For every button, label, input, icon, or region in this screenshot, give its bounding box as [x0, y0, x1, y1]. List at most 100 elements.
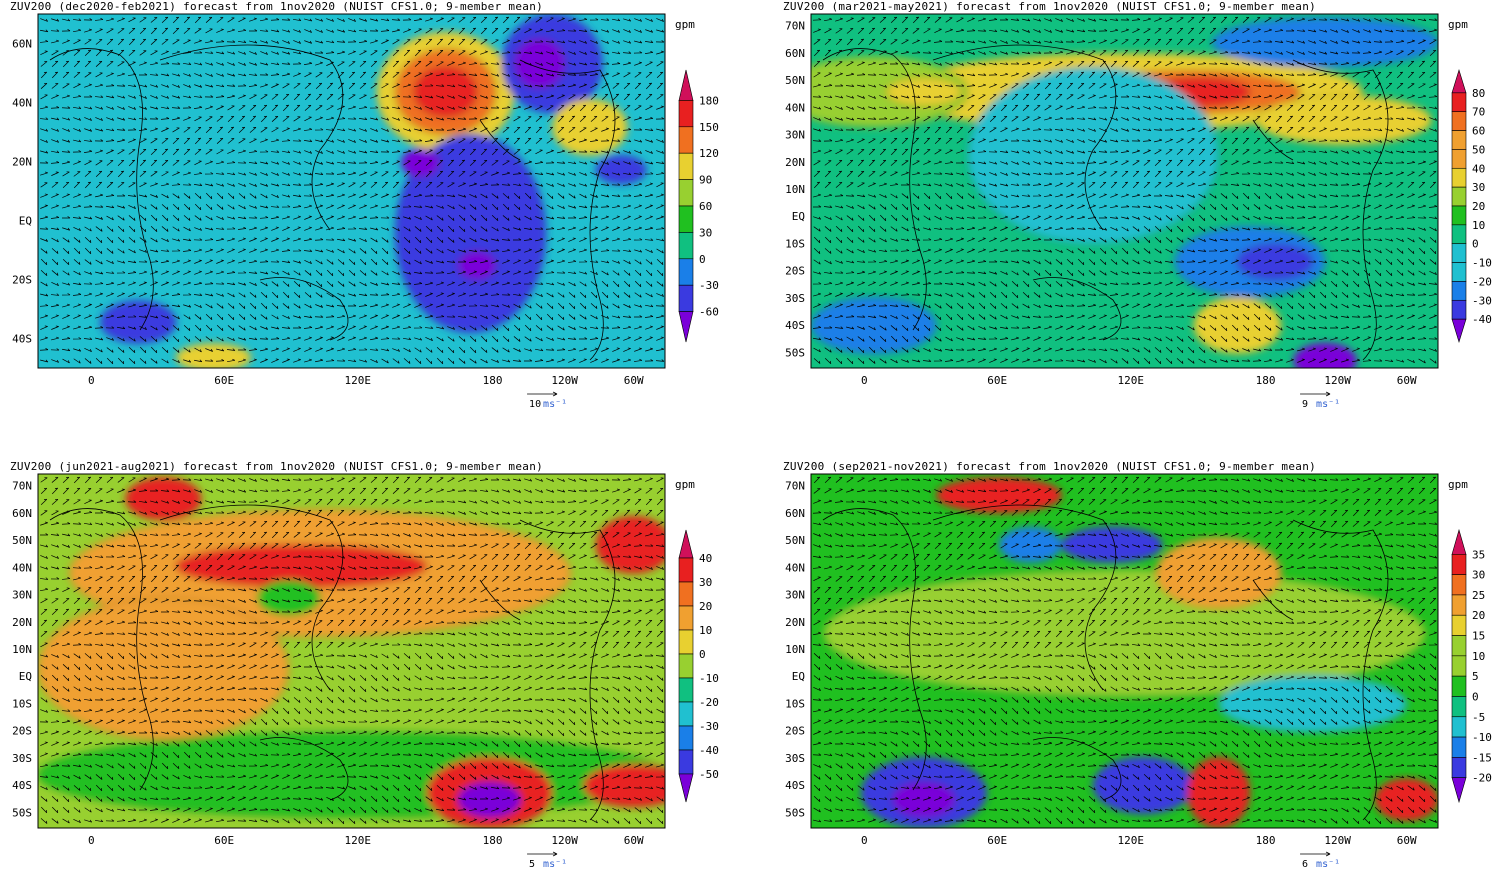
- wind-arrow: [403, 555, 412, 559]
- wind-arrow: [249, 510, 257, 515]
- wind-arrow: [857, 292, 865, 297]
- wind-arrow: [1198, 73, 1207, 77]
- wind-arrow: [94, 565, 104, 570]
- wind-arrow: [1165, 204, 1173, 210]
- wind-arrow: [1429, 325, 1438, 330]
- wind-arrow: [502, 543, 510, 549]
- wind-arrow: [1033, 325, 1042, 330]
- wind-arrow: [117, 182, 125, 188]
- wind-arrow: [512, 359, 522, 362]
- wind-arrow: [945, 313, 953, 321]
- wind-arrow: [978, 161, 987, 165]
- wind-arrow: [501, 105, 511, 109]
- wind-arrow: [633, 543, 643, 547]
- wind-arrow: [436, 664, 444, 670]
- wind-arrow: [51, 487, 59, 495]
- wind-arrow: [480, 621, 489, 625]
- wind-arrow: [194, 632, 203, 636]
- wind-arrow: [73, 247, 81, 255]
- wind-arrow: [1396, 270, 1404, 276]
- wind-arrow: [1242, 293, 1251, 297]
- wind-arrow: [216, 489, 224, 493]
- wind-arrow: [945, 216, 954, 220]
- wind-arrow: [523, 511, 533, 514]
- wind-arrow: [293, 488, 302, 493]
- wind-arrow: [293, 104, 301, 112]
- wind-arrow: [1164, 72, 1174, 76]
- wind-arrow: [117, 225, 125, 233]
- wind-arrow: [1099, 39, 1107, 44]
- wind-arrow: [369, 160, 379, 164]
- wind-arrow: [901, 314, 909, 320]
- wind-arrow: [988, 150, 998, 153]
- wind-arrow: [1418, 39, 1426, 44]
- wind-arrow: [260, 205, 269, 209]
- wind-arrow: [1308, 326, 1317, 330]
- wind-arrow: [623, 270, 631, 276]
- wind-arrow: [1220, 203, 1228, 211]
- wind-arrow: [590, 347, 598, 352]
- wind-arrow: [623, 40, 632, 44]
- wind-arrow: [568, 183, 577, 187]
- wind-arrow: [172, 522, 181, 526]
- wind-arrow: [535, 686, 543, 691]
- wind-arrow: [1165, 106, 1173, 110]
- wind-arrow: [1044, 72, 1052, 78]
- wind-arrow: [1429, 139, 1438, 143]
- wind-arrow: [1011, 29, 1020, 33]
- wind-arrow: [623, 358, 632, 363]
- wind-arrow: [106, 303, 114, 308]
- wind-arrow: [392, 226, 400, 232]
- wind-arrow: [392, 686, 400, 692]
- wind-arrow: [359, 619, 367, 627]
- wind-arrow: [62, 587, 70, 592]
- wind-arrow: [62, 247, 70, 255]
- wind-arrow: [901, 359, 910, 363]
- wind-arrow: [623, 61, 632, 66]
- wind-arrow: [1374, 347, 1383, 352]
- wind-arrow: [523, 95, 533, 98]
- wind-arrow: [1165, 149, 1173, 155]
- wind-arrow: [128, 106, 136, 110]
- wind-arrow: [95, 128, 104, 132]
- wind-arrow: [1285, 161, 1295, 164]
- wind-arrow: [945, 73, 954, 77]
- wind-arrow: [425, 664, 433, 670]
- wind-arrow: [901, 116, 909, 121]
- wind-arrow: [1088, 60, 1096, 67]
- wind-arrow: [1341, 204, 1350, 209]
- wind-arrow: [369, 521, 379, 525]
- wind-arrow: [1187, 138, 1195, 144]
- wind-arrow: [1373, 226, 1383, 230]
- wind-arrow: [1374, 94, 1382, 100]
- wind-arrow: [923, 116, 931, 122]
- wind-arrow: [1209, 270, 1217, 275]
- wind-arrow: [1044, 82, 1052, 90]
- wind-arrow: [1011, 303, 1019, 309]
- wind-arrow: [436, 95, 445, 99]
- wind-arrow: [1374, 29, 1383, 33]
- wind-arrow: [1033, 40, 1042, 44]
- wind-arrow: [1121, 271, 1130, 275]
- wind-arrow: [956, 337, 965, 341]
- wind-arrow: [1319, 172, 1328, 176]
- wind-arrow: [846, 237, 854, 243]
- wind-arrow: [424, 697, 434, 701]
- wind-arrow: [117, 61, 125, 67]
- wind-arrow: [392, 499, 400, 505]
- wind-arrow: [304, 315, 313, 319]
- wind-arrow: [491, 137, 499, 145]
- wind-arrow: [216, 542, 224, 550]
- wind-arrow: [315, 630, 323, 638]
- wind-arrow: [945, 138, 953, 144]
- wind-arrow: [1187, 38, 1195, 45]
- wind-arrow: [1055, 105, 1063, 111]
- wind-arrow: [923, 215, 931, 221]
- wind-arrow: [260, 531, 268, 539]
- wind-arrow: [934, 84, 943, 88]
- wind-arrow: [226, 270, 236, 274]
- wind-arrow: [579, 326, 588, 330]
- wind-arrow: [62, 631, 70, 637]
- wind-arrow: [1043, 193, 1053, 197]
- wind-arrow: [458, 533, 467, 537]
